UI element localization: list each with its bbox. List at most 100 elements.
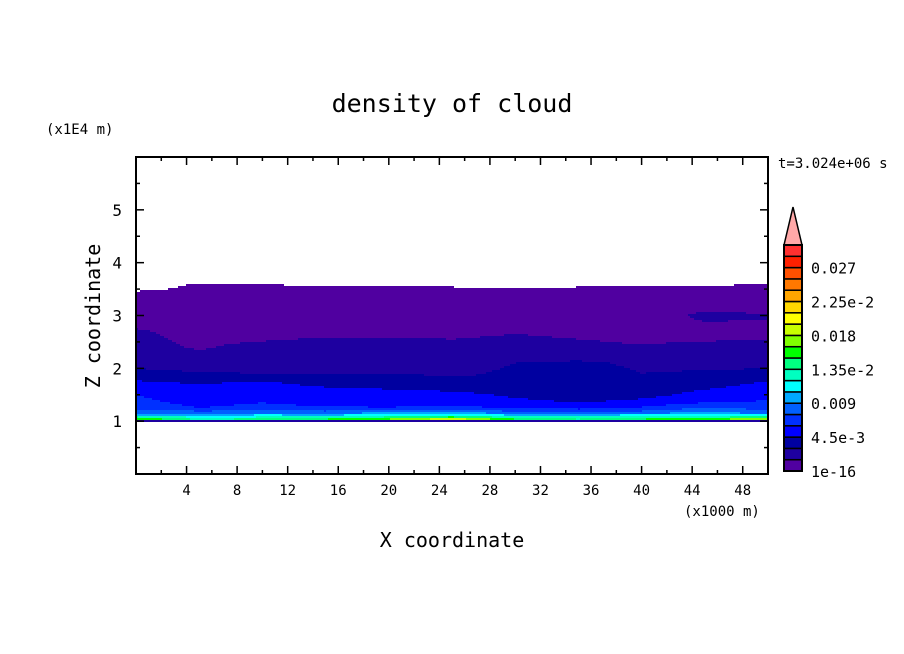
contour-cell bbox=[580, 418, 646, 420]
contour-cell bbox=[136, 354, 768, 356]
contour-cell bbox=[168, 338, 298, 340]
contour-cell bbox=[476, 374, 768, 376]
contour-cell bbox=[136, 392, 474, 394]
colorbar: 1e-16 4.5e-3 0.009 1.35e-2 0.018 2.25e-2 0.027 bbox=[783, 206, 874, 481]
contour-cell bbox=[642, 406, 768, 408]
contour-cell bbox=[698, 402, 768, 404]
contour-cell bbox=[516, 362, 610, 364]
contour-cell bbox=[136, 332, 156, 334]
contour-cell bbox=[454, 416, 492, 418]
contour-cell bbox=[136, 338, 168, 340]
colorbar-label: 0.027 bbox=[811, 260, 856, 278]
contour-cell bbox=[168, 288, 768, 290]
contour-cell bbox=[282, 382, 754, 384]
colorbar-swatch bbox=[783, 312, 803, 325]
contour-cell bbox=[136, 318, 694, 320]
contour-cell bbox=[266, 402, 698, 404]
contour-cell bbox=[186, 416, 256, 418]
contour-cell bbox=[206, 348, 768, 350]
contour-cell bbox=[136, 380, 142, 382]
x-unit-label: (x1000 m) bbox=[684, 504, 760, 520]
contour-cell bbox=[734, 284, 768, 286]
contour-cell bbox=[440, 390, 694, 392]
contour-cell bbox=[136, 308, 768, 310]
contour-cell bbox=[746, 312, 768, 314]
contour-cell bbox=[266, 340, 600, 342]
contour-cell bbox=[396, 406, 482, 408]
colorbar-frame bbox=[783, 244, 803, 472]
contour-cell bbox=[164, 336, 480, 338]
contour-cell bbox=[136, 320, 702, 322]
contour-cell bbox=[136, 366, 504, 368]
contour-cell bbox=[136, 404, 182, 406]
contour-cell bbox=[136, 350, 768, 352]
contour-cell bbox=[172, 340, 266, 342]
contour-cell bbox=[136, 374, 424, 376]
contour-cell bbox=[136, 378, 768, 380]
colorbar-label: 0.009 bbox=[811, 395, 856, 413]
contour-cell bbox=[382, 388, 710, 390]
contour-cell bbox=[136, 408, 578, 410]
contour-cell bbox=[576, 338, 768, 340]
contour-cell bbox=[754, 382, 768, 384]
contour-cell bbox=[258, 402, 266, 404]
contour-cell bbox=[152, 398, 528, 400]
contour-cell bbox=[140, 290, 768, 292]
contour-cell bbox=[666, 404, 768, 406]
x-tick-label: 48 bbox=[734, 483, 751, 499]
contour-cell bbox=[190, 418, 234, 420]
contour-cell bbox=[486, 372, 640, 374]
x-tick-label: 40 bbox=[633, 483, 650, 499]
contour-cell bbox=[136, 394, 494, 396]
contour-cell bbox=[620, 414, 768, 416]
contour-cell bbox=[492, 416, 730, 418]
contour-cell bbox=[730, 418, 768, 420]
contour-cell bbox=[222, 382, 282, 384]
contour-cell bbox=[466, 418, 490, 420]
contour-cell bbox=[362, 412, 486, 414]
contour-cell bbox=[136, 406, 194, 408]
contour-cell bbox=[580, 408, 682, 410]
y-tick-label: 5 bbox=[112, 201, 122, 220]
x-tick-label: 16 bbox=[330, 483, 347, 499]
contour-cell bbox=[194, 348, 206, 350]
contour-cell bbox=[296, 404, 666, 406]
contour-cell bbox=[576, 418, 580, 420]
contour-cell bbox=[696, 312, 746, 314]
contour-cell bbox=[702, 320, 728, 322]
contour-cell bbox=[730, 416, 768, 418]
contour-cell bbox=[494, 394, 672, 396]
x-tick-label: 36 bbox=[583, 483, 600, 499]
contour-cell bbox=[656, 396, 768, 398]
contour-cell bbox=[136, 372, 240, 374]
contour-cell bbox=[136, 310, 768, 312]
contour-cell bbox=[492, 370, 636, 372]
contour-cell bbox=[212, 410, 324, 412]
contour-cell bbox=[578, 408, 580, 410]
contour-cell bbox=[180, 344, 224, 346]
contour-cell bbox=[136, 420, 768, 422]
contour-cell bbox=[300, 384, 740, 386]
x-tick-label: 8 bbox=[233, 483, 241, 499]
contour-cell bbox=[622, 342, 666, 344]
contour-cell bbox=[136, 302, 768, 304]
contour-cell bbox=[136, 382, 180, 384]
contour-cell bbox=[240, 342, 622, 344]
contour-cell bbox=[136, 414, 254, 416]
contour-cell bbox=[756, 400, 768, 402]
contour-cell bbox=[136, 296, 768, 298]
contour-cell bbox=[486, 412, 670, 414]
contour-cell bbox=[344, 414, 504, 416]
contour-cell bbox=[210, 406, 368, 408]
contour-cell bbox=[746, 408, 768, 410]
x-tick-label: 24 bbox=[431, 483, 448, 499]
contour-cell bbox=[176, 342, 240, 344]
contour-cell bbox=[616, 364, 768, 366]
contour-cell bbox=[160, 400, 554, 402]
contour-cell bbox=[682, 370, 768, 372]
y-tick-label: 1 bbox=[112, 412, 122, 431]
contour-cell bbox=[282, 414, 344, 416]
contour-cell bbox=[582, 360, 768, 362]
